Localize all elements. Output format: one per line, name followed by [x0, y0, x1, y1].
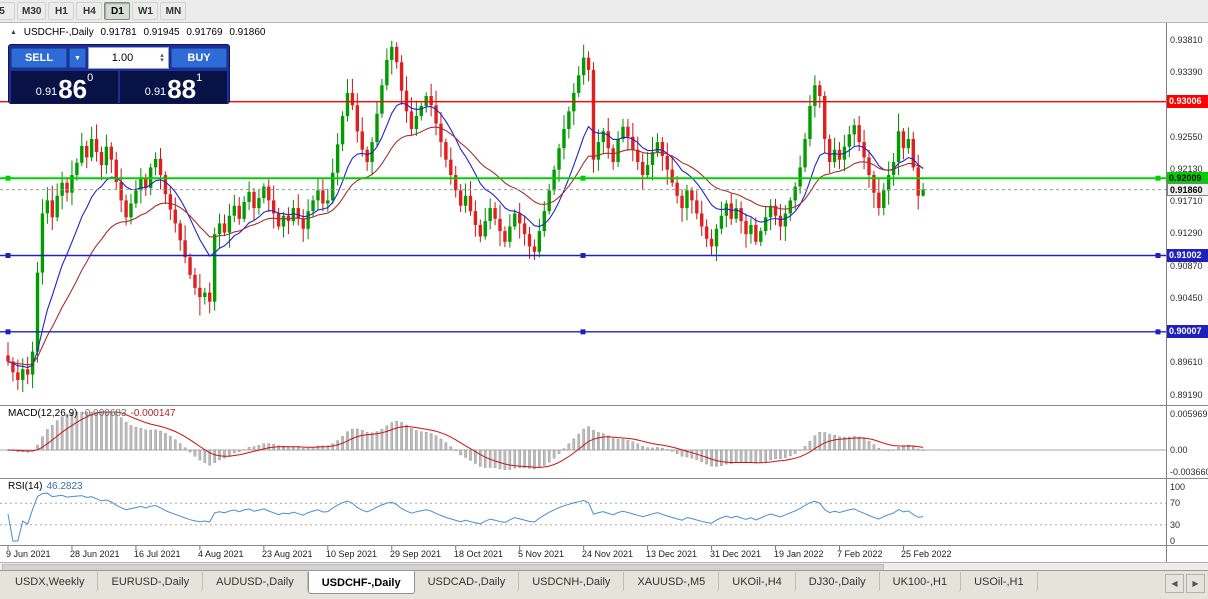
rsi-indicator-label: RSI(14) 46.2823 [8, 481, 83, 492]
tab-scroll-right-icon[interactable]: ▶ [1186, 574, 1205, 593]
ohlc-close: 0.91860 [229, 27, 266, 38]
price-axis-tick: 0.93810 [1170, 35, 1203, 45]
time-axis-label: 5 Nov 2021 [518, 549, 565, 559]
chart-tab-ukoil[interactable]: UKOil-,H4 [719, 572, 796, 592]
buy-price-pips: 88 [167, 74, 197, 104]
time-axis-label: 25 Feb 2022 [901, 549, 952, 559]
time-axis-label: 16 Jul 2021 [134, 549, 181, 559]
buy-price-prefix: 0.91 [144, 86, 167, 98]
chart-symbol-period: USDCHF-,Daily [23, 27, 94, 38]
ohlc-low: 0.91769 [186, 27, 223, 38]
time-axis-label: 18 Oct 2021 [454, 549, 504, 559]
time-axis-label: 29 Sep 2021 [390, 549, 442, 559]
timeframe-button-mn[interactable]: MN [160, 2, 187, 20]
macd-axis-tick: -0.003660 [1170, 467, 1208, 477]
price-axis-tick: 0.90870 [1170, 261, 1203, 271]
time-axis-label: 9 Jun 2021 [6, 549, 51, 559]
panel-separator[interactable] [0, 478, 1208, 479]
price-axis-tick: 0.92550 [1170, 132, 1203, 142]
panel-separator[interactable] [0, 405, 1208, 406]
tab-scroll-arrows: ◀ ▶ [1165, 574, 1205, 593]
timeframe-button-m30[interactable]: M30 [17, 2, 47, 20]
macd-main-value: -0.000683 [81, 408, 127, 419]
chart-tab-usdx[interactable]: USDX,Weekly [2, 572, 99, 592]
ohlc-high: 0.91945 [143, 27, 180, 38]
buy-price-display[interactable]: 0.91 88 1 [120, 71, 227, 103]
hline-price-label: 0.92009 [1167, 172, 1208, 185]
rsi-axis-tick: 0 [1170, 536, 1176, 546]
volume-dropdown-button[interactable]: ▼ [69, 48, 86, 68]
chart-tab-xauusd[interactable]: XAUUSD-,M5 [624, 572, 720, 592]
price-axis-tick: 0.89190 [1170, 390, 1203, 400]
one-click-trading-panel: SELL ▼ ▴ ▾ BUY 0.91 86 0 0.91 88 [8, 44, 230, 104]
timeframe-button-h1[interactable]: H1 [48, 2, 75, 20]
price-axis: 0.93810 0.93390 0.92550 0.92130 0.91710 0.912… [1166, 22, 1208, 562]
chart-ohlc-header: ▲ USDCHF-,Daily 0.91781 0.91945 0.91769 … [10, 27, 269, 38]
price-axis-tick: 0.90450 [1170, 293, 1203, 303]
price-axis-tick: 0.93390 [1170, 67, 1203, 77]
buy-button[interactable]: BUY [171, 48, 227, 68]
time-axis-label: 7 Feb 2022 [837, 549, 883, 559]
sell-button[interactable]: SELL [11, 48, 67, 68]
time-axis: 9 Jun 2021 28 Jun 2021 16 Jul 2021 4 Aug 20… [0, 546, 1166, 562]
hline-price-label: 0.93006 [1167, 95, 1208, 108]
timeframe-button-5[interactable]: 5 [0, 2, 15, 20]
sell-price-display[interactable]: 0.91 86 0 [11, 71, 118, 103]
time-axis-label: 10 Sep 2021 [326, 549, 378, 559]
chart-tabs-bar: USDX,Weekly EURUSD-,Daily AUDUSD-,Daily USD… [0, 570, 1208, 599]
time-axis-label: 23 Aug 2021 [262, 549, 313, 559]
hline-price-label: 0.90007 [1167, 325, 1208, 338]
chevron-down-icon: ▼ [74, 54, 81, 62]
chart-icon: ▲ [10, 29, 17, 36]
time-axis-label: 13 Dec 2021 [646, 549, 698, 559]
macd-axis-tick: 0.005969 [1170, 409, 1208, 419]
rsi-name: RSI(14) [8, 481, 43, 492]
macd-signal-value: -0.000147 [130, 408, 176, 419]
ohlc-open: 0.91781 [100, 27, 137, 38]
hline-price-label: 0.91002 [1167, 249, 1208, 262]
macd-indicator-label: MACD(12,26,9) -0.000683 -0.000147 [8, 408, 176, 419]
spinner-down-icon: ▾ [160, 57, 164, 64]
rsi-axis-tick: 30 [1170, 520, 1181, 530]
chart-tab-usdcad[interactable]: USDCAD-,Daily [414, 572, 520, 592]
chart-tab-usdcnh[interactable]: USDCNH-,Daily [519, 572, 625, 592]
panel-separator [0, 545, 1208, 546]
volume-input[interactable] [89, 51, 156, 65]
timeframe-button-d1[interactable]: D1 [104, 2, 131, 20]
chart-tab-usdchf[interactable]: USDCHF-,Daily [307, 571, 415, 594]
price-axis-tick: 0.91710 [1170, 196, 1203, 206]
time-axis-label: 28 Jun 2021 [70, 549, 120, 559]
timeframe-toolbar: 5M30H1H4D1W1MN [0, 0, 1208, 23]
chart-tab-usoil[interactable]: USOil-,H1 [961, 572, 1038, 592]
price-axis-tick: 0.91290 [1170, 228, 1203, 238]
chart-tab-eurusd[interactable]: EURUSD-,Daily [98, 572, 204, 592]
price-axis-tick: 0.89610 [1170, 357, 1203, 367]
sell-price-prefix: 0.91 [35, 86, 58, 98]
timeframe-button-w1[interactable]: W1 [132, 2, 159, 20]
price-axis-tick: 0.92130 [1170, 164, 1203, 174]
rsi-axis-tick: 100 [1170, 482, 1186, 492]
time-axis-label: 24 Nov 2021 [582, 549, 634, 559]
sell-price-point: 0 [87, 72, 94, 84]
macd-name: MACD(12,26,9) [8, 408, 78, 419]
sell-price-pips: 86 [58, 74, 88, 104]
volume-field: ▴ ▾ [88, 47, 169, 69]
time-axis-label: 4 Aug 2021 [198, 549, 244, 559]
chart-tab-audusd[interactable]: AUDUSD-,Daily [203, 572, 308, 592]
timeframe-button-h4[interactable]: H4 [76, 2, 103, 20]
spinner-up-icon: ▴ [160, 52, 164, 59]
chart-tab-dj30[interactable]: DJ30-,Daily [795, 572, 880, 592]
time-axis-label: 19 Jan 2022 [774, 549, 824, 559]
current-price-label: 0.91860 [1167, 183, 1208, 196]
chart-tab-uk100[interactable]: UK100-,H1 [879, 572, 962, 592]
buy-price-point: 1 [196, 72, 203, 84]
rsi-value: 46.2823 [46, 481, 83, 492]
time-axis-label: 31 Dec 2021 [710, 549, 762, 559]
macd-axis-tick: 0.00 [1170, 445, 1188, 455]
rsi-axis-tick: 70 [1170, 498, 1181, 508]
volume-spinner[interactable]: ▴ ▾ [156, 52, 168, 64]
tab-scroll-left-icon[interactable]: ◀ [1165, 574, 1184, 593]
